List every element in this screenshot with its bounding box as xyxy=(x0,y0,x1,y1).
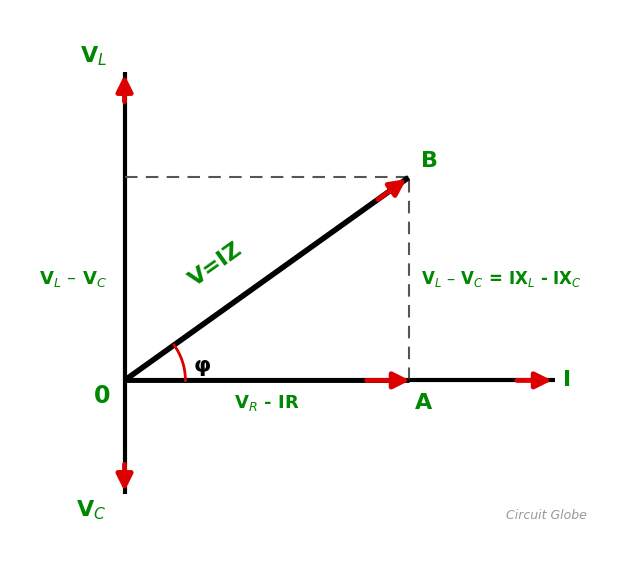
Text: B: B xyxy=(421,151,438,171)
Text: Circuit Globe: Circuit Globe xyxy=(506,509,587,522)
Text: V$_L$: V$_L$ xyxy=(80,44,107,68)
Text: V$_L$ – V$_C$: V$_L$ – V$_C$ xyxy=(39,269,107,289)
Text: I: I xyxy=(563,370,571,391)
Text: V$_R$ - IR: V$_R$ - IR xyxy=(234,393,299,413)
Text: 0: 0 xyxy=(93,384,110,409)
Text: V$_L$ – V$_C$ = IX$_L$ - IX$_C$: V$_L$ – V$_C$ = IX$_L$ - IX$_C$ xyxy=(421,269,582,289)
Text: A: A xyxy=(415,393,433,413)
Text: φ: φ xyxy=(193,356,211,376)
Text: V$_C$: V$_C$ xyxy=(77,498,107,522)
Text: V=IZ: V=IZ xyxy=(186,239,247,290)
